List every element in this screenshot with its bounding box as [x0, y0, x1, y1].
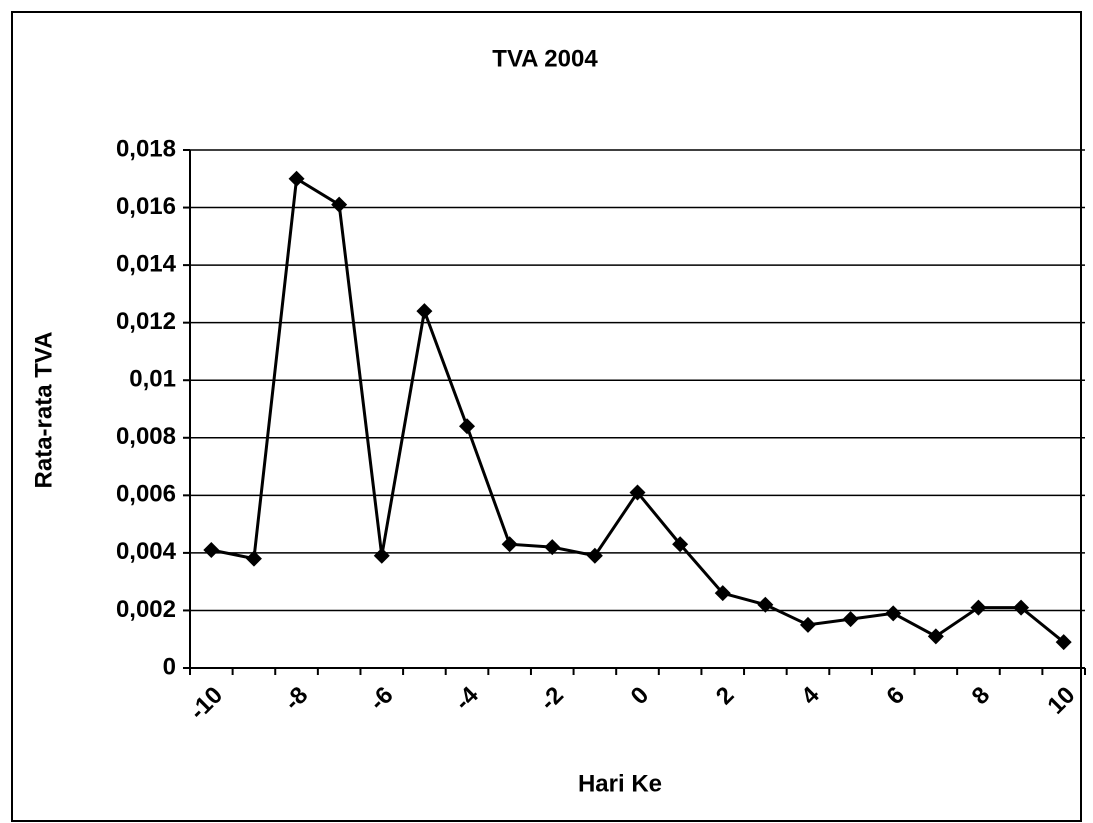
y-axis-label: Rata-rata TVA: [30, 332, 57, 489]
marker: [459, 418, 476, 435]
y-tick-label: 0,006: [116, 481, 176, 508]
marker: [586, 547, 603, 564]
marker: [672, 536, 689, 553]
marker: [288, 170, 305, 187]
marker: [842, 611, 859, 628]
marker: [544, 539, 561, 556]
y-tick-label: 0,004: [116, 538, 177, 565]
y-tick-label: 0,012: [116, 308, 176, 335]
marker: [373, 547, 390, 564]
y-tick-label: 0,014: [116, 250, 177, 277]
y-tick-label: 0,018: [116, 135, 176, 162]
marker: [245, 550, 262, 567]
y-tick-label: 0,002: [116, 596, 176, 623]
marker: [501, 536, 518, 553]
marker: [629, 484, 646, 501]
y-tick-label: 0,016: [116, 193, 176, 220]
marker: [885, 605, 902, 622]
marker: [970, 599, 987, 616]
marker: [1055, 634, 1072, 651]
marker: [799, 616, 816, 633]
marker: [927, 628, 944, 645]
marker: [714, 585, 731, 602]
chart-title: TVA 2004: [492, 45, 598, 72]
y-tick-label: 0: [163, 653, 176, 680]
marker: [331, 196, 348, 213]
marker: [416, 303, 433, 320]
marker: [757, 596, 774, 613]
y-tick-label: 0,008: [116, 423, 176, 450]
x-axis-label: Hari Ke: [578, 770, 662, 797]
y-tick-label: 0,01: [129, 366, 176, 393]
marker: [1013, 599, 1030, 616]
marker: [203, 542, 220, 559]
